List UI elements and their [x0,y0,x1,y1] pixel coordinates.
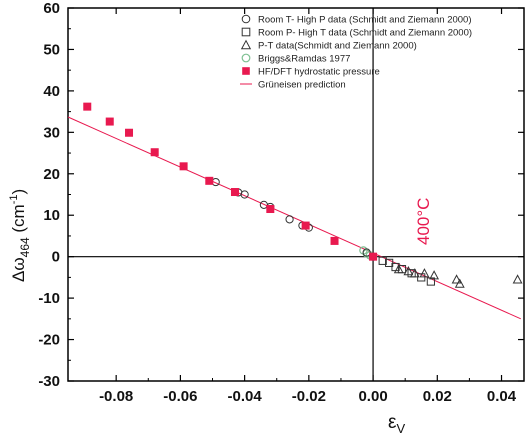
y-axis-title-unit-close: ) [9,189,28,195]
legend-label: Room P- High T data (Schmidt and Ziemann… [258,28,472,39]
y-tick-label: 40 [43,83,60,100]
legend-label: HF/DFT hydrostatic pressure [258,67,380,78]
y-tick-label: 10 [43,207,60,224]
data-point-filled-square [266,205,275,214]
legend-label: Room T- High P data (Schmidt and Ziemann… [258,15,472,26]
legend: Room T- High P data (Schmidt and Ziemann… [240,15,472,91]
x-tick-label: 0.02 [423,388,452,405]
x-tick-label: 0.04 [487,388,517,405]
data-point-square [391,262,400,272]
data-point-triangle [451,274,462,284]
y-tick-label: -20 [38,332,60,349]
series-line-gruneisen [67,116,521,320]
legend-label: P-T data(Schmidt and Ziemann 2000) [258,41,417,52]
legend-label: Briggs&Ramdas 1977 [258,54,350,65]
y-axis-title-unit: (cm [9,204,28,237]
y-axis-title-main: Δω [9,257,28,282]
y-tick-label: -30 [38,373,60,390]
y-tick-label: 30 [43,124,60,141]
data-point-circle [362,248,371,257]
data-point-filled-square [179,162,188,171]
data-point-filled-square [83,102,92,111]
data-point-filled-square [330,236,339,245]
y-tick-label: 50 [43,41,60,58]
data-point-filled-square [150,148,159,157]
data-point-filled-square [205,176,214,185]
data-point-square [397,265,407,274]
legend-swatch-filled-square [242,67,250,75]
x-axis-title: εV [388,412,405,435]
legend-swatch-circle [241,14,251,24]
data-point-filled-square [369,252,378,261]
data-point-circle [285,215,294,224]
y-tick-label: 0 [52,249,60,266]
data-point-square [417,273,426,282]
x-tick-label: 0.00 [358,388,387,405]
data-point-square [385,258,394,267]
axis-ticks: -30 -20 -10 0 10 20 30 40 50 60 -0.08 -0.06 -0.04 -0.… [38,0,524,405]
data-point-square [407,269,416,278]
x-tick-label: -0.04 [228,388,263,405]
legend-swatch-circle-light [241,53,251,63]
legend-swatch-square [241,27,251,37]
annotation-400c: 400°C [414,198,433,245]
y-axis-title-sub: 464 [18,237,32,257]
x-tick-label: -0.06 [163,388,197,405]
x-axis-title-main: ε [388,412,397,433]
data-point-square [426,277,435,286]
x-tick-label: -0.02 [292,388,326,405]
y-tick-label: 20 [43,166,60,183]
data-point-triangle [512,274,523,284]
data-point-filled-square [105,117,114,126]
data-point-filled-square [301,221,310,230]
y-axis-title-unit-sup: -1 [8,195,20,205]
data-series [67,102,523,320]
data-point-triangle [454,278,465,288]
y-tick-label: 60 [43,0,60,17]
legend-swatch-triangle [240,39,252,50]
x-tick-label: -0.08 [99,388,133,405]
data-point-filled-square [230,188,239,197]
data-point-filled-square [125,128,134,137]
x-axis-title-sub: V [396,421,405,435]
y-axis-title: Δω464 (cm-1) [8,189,32,282]
legend-label: Grüneisen prediction [258,80,346,91]
data-point-square [378,256,387,265]
data-point-circle [240,190,249,199]
y-tick-label: -10 [38,290,60,307]
